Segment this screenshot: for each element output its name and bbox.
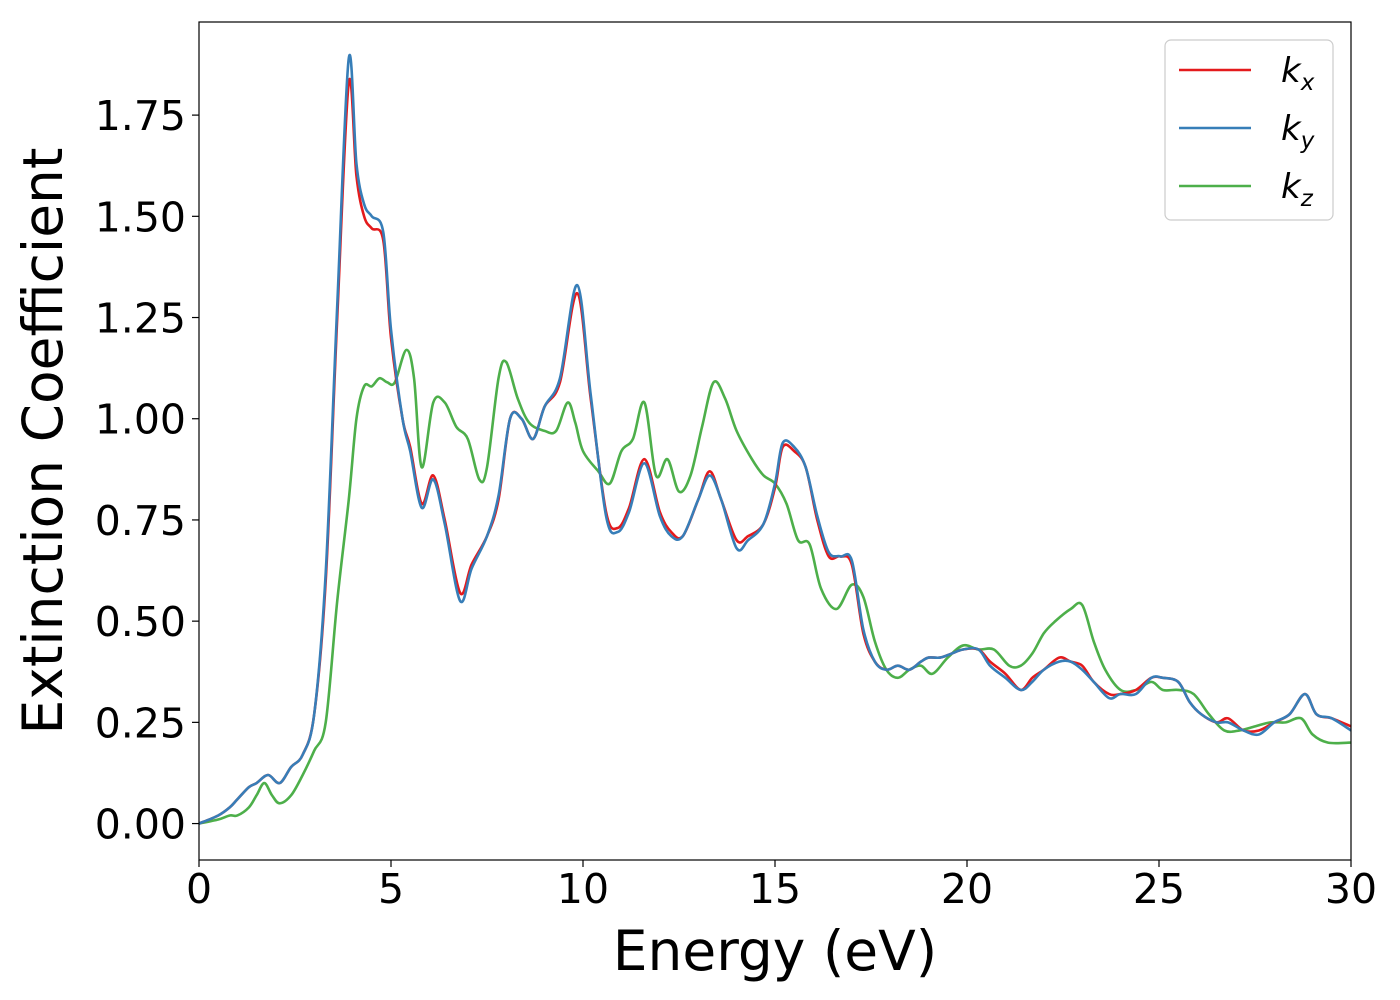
x-tick-label: 0 — [186, 865, 212, 913]
y-tick-label: 0.50 — [95, 598, 186, 646]
x-tick-label: 25 — [1133, 865, 1185, 913]
x-tick-label: 20 — [941, 865, 993, 913]
y-tick-label: 1.75 — [95, 92, 186, 140]
x-tick-label: 5 — [378, 865, 404, 913]
x-tick-label: 30 — [1325, 865, 1377, 913]
plot-lines — [199, 53, 1351, 825]
x-axis-title: Energy (eV) — [613, 919, 937, 983]
series-line-z — [199, 348, 1351, 825]
legend-box — [1164, 39, 1334, 221]
x-tick-label: 10 — [557, 865, 609, 913]
legend: kx ky kz — [1164, 39, 1334, 221]
series-line-y — [199, 53, 1351, 825]
y-tick-label: 1.25 — [95, 295, 186, 343]
y-axis-title: Extinction Coefficient — [11, 148, 75, 735]
y-tick-label: 1.00 — [95, 396, 186, 444]
legend-label-x: kx — [1281, 51, 1315, 96]
y-axis: 0.00 0.25 0.50 0.75 1.00 1.25 1.50 1.75 — [95, 92, 199, 849]
legend-label-z: kz — [1281, 167, 1314, 212]
y-tick-label: 0.75 — [95, 497, 186, 545]
y-tick-label: 1.50 — [95, 193, 186, 241]
x-tick-label: 15 — [749, 865, 801, 913]
y-tick-label: 0.25 — [95, 699, 186, 747]
x-axis: 0 5 10 15 20 25 30 — [186, 860, 1377, 913]
legend-label-y: ky — [1281, 109, 1315, 154]
y-tick-label: 0.00 — [95, 801, 186, 849]
